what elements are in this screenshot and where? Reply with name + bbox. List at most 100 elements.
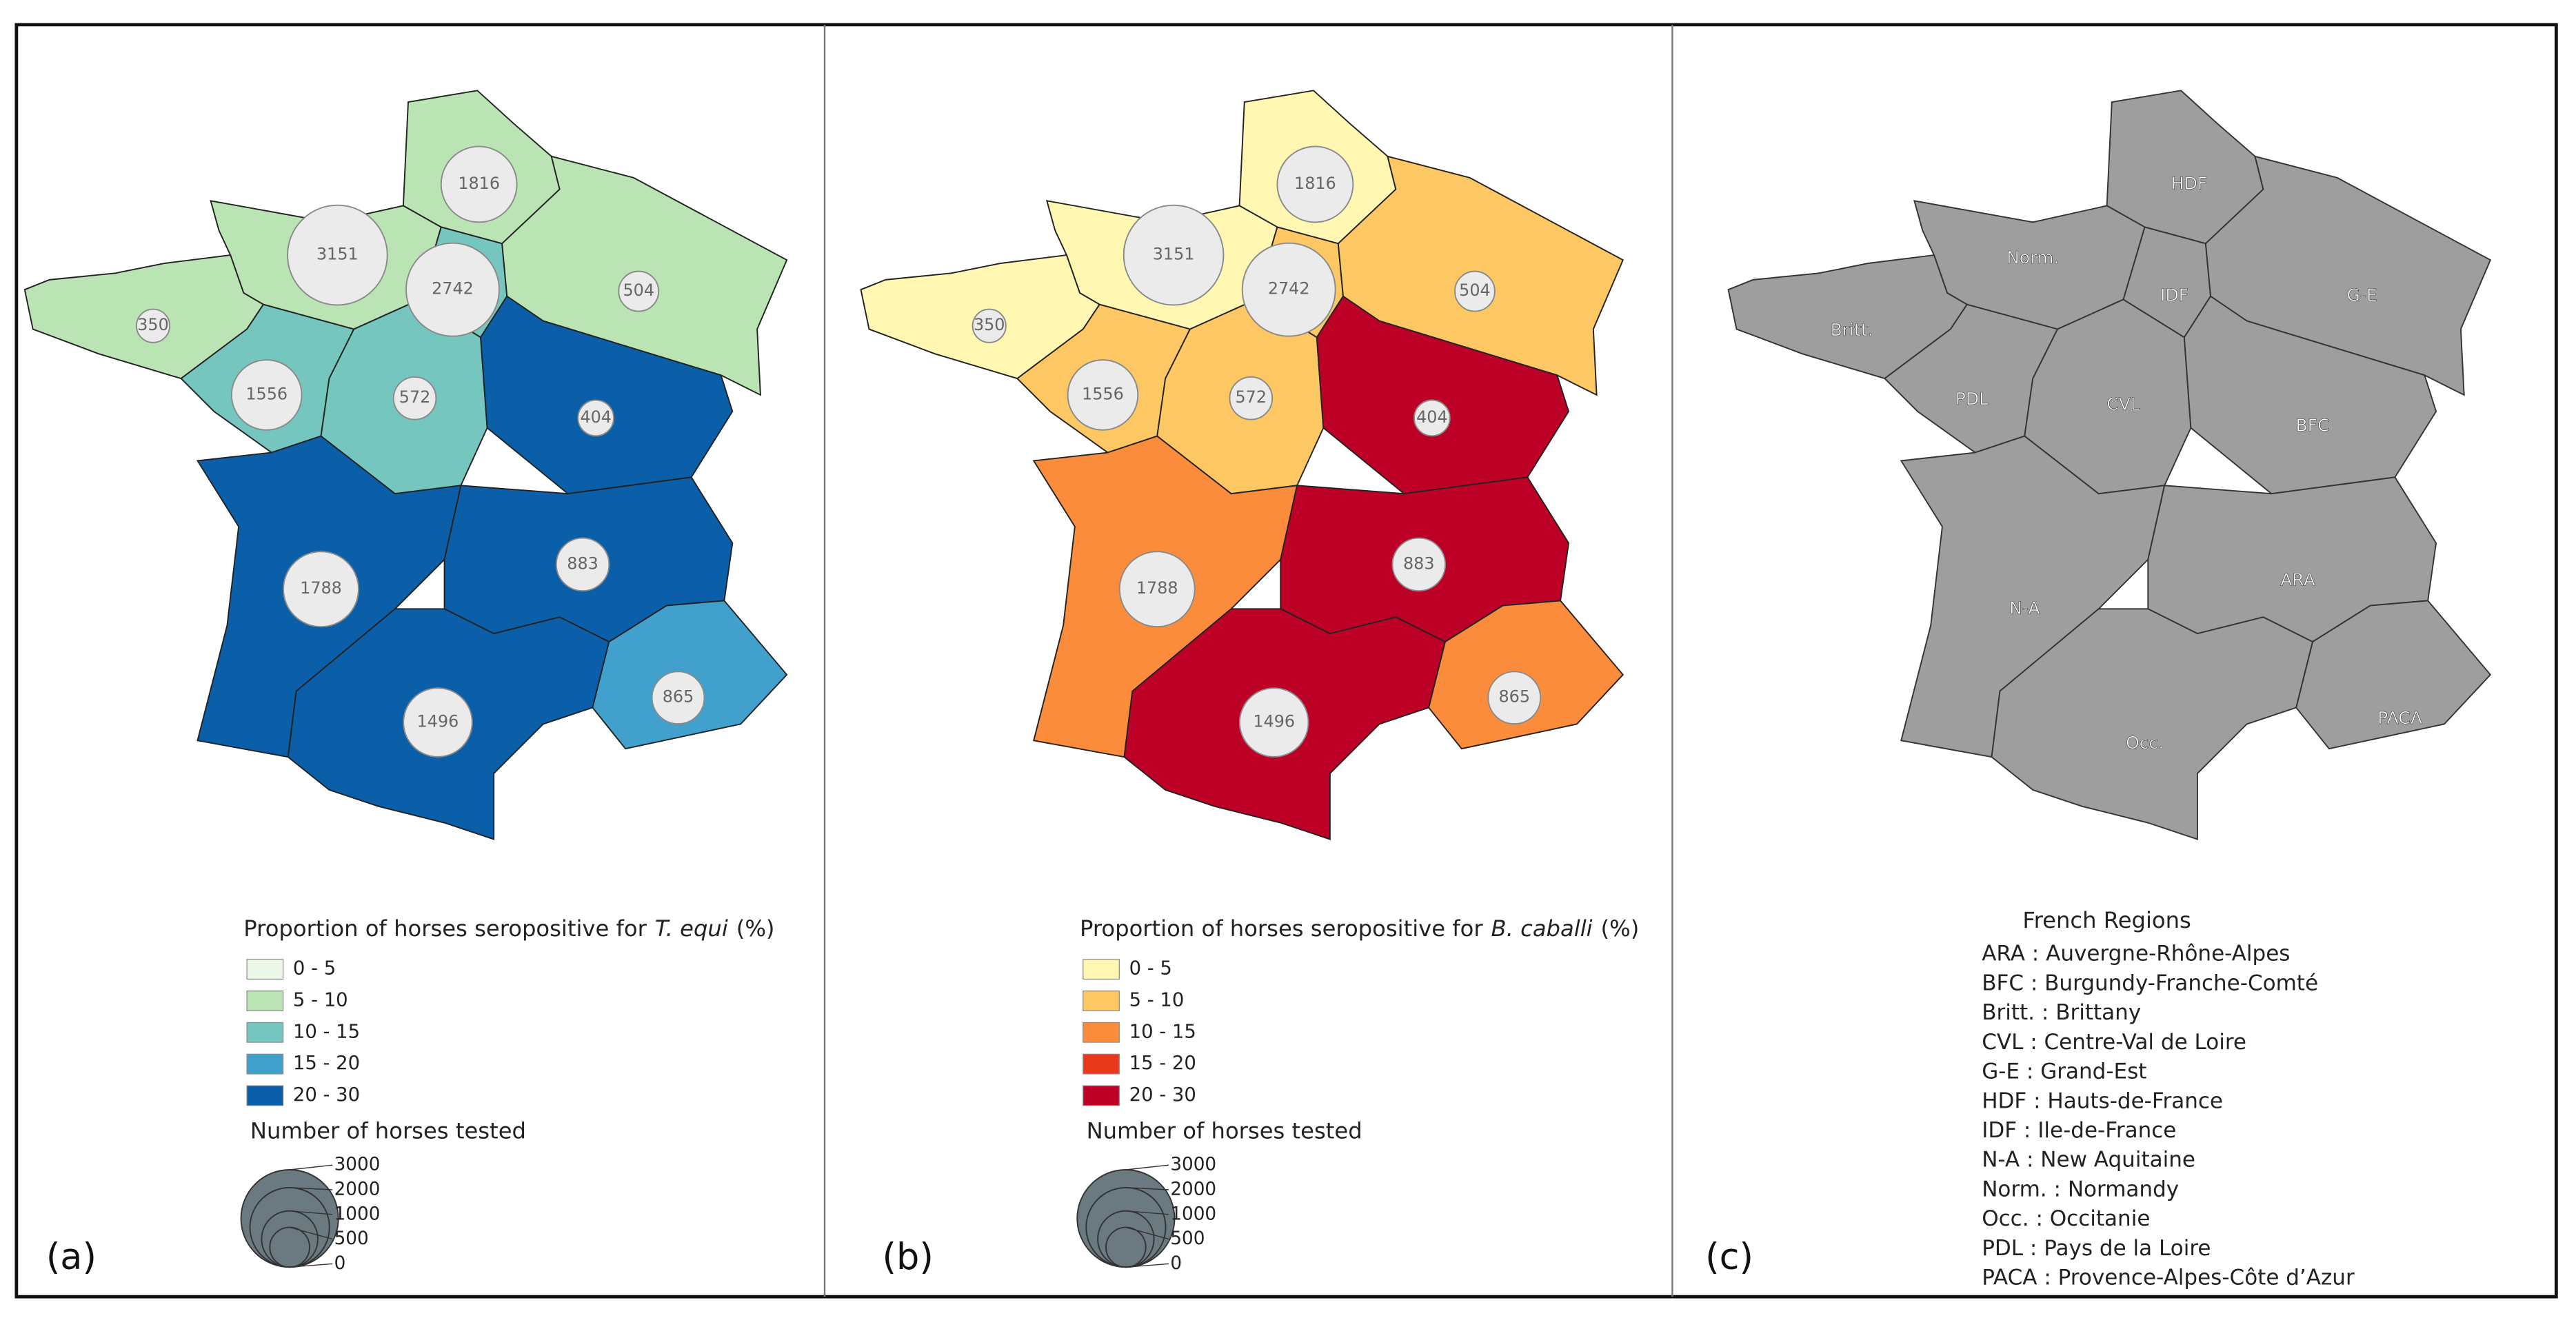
tested-label: 2742 bbox=[1268, 279, 1310, 298]
tested-bubble bbox=[403, 687, 473, 758]
legend-title-unit: (%) bbox=[736, 915, 775, 942]
tested-bubble bbox=[1118, 551, 1196, 628]
tested-label: 865 bbox=[1498, 687, 1530, 707]
legend-class-label: 10 - 15 bbox=[1129, 1021, 1196, 1042]
legend-entry: BFC : Burgundy-Franche-Comté bbox=[1982, 971, 2318, 995]
tested-label: 1788 bbox=[300, 578, 342, 598]
legend-entry: HDF : Hauts-de-France bbox=[1982, 1088, 2223, 1113]
tested-bubble bbox=[440, 145, 518, 223]
tested-bubble bbox=[230, 359, 303, 431]
tested-label: 504 bbox=[623, 281, 654, 300]
legend-entry: CVL : Centre-Val de Loire bbox=[1982, 1030, 2246, 1055]
legend-entry: N-A : New Aquitaine bbox=[1982, 1148, 2195, 1173]
legend-class-label: 5 - 10 bbox=[293, 989, 348, 1011]
tested-bubble bbox=[1391, 537, 1447, 592]
tested-label: 883 bbox=[1403, 554, 1435, 573]
tested-bubble bbox=[392, 376, 437, 420]
legend-title-unit: (%) bbox=[1601, 915, 1640, 942]
tested-label: 3151 bbox=[316, 245, 359, 264]
tested-bubble bbox=[405, 242, 500, 337]
legend-class-label: 20 - 30 bbox=[1129, 1084, 1196, 1106]
panel: 1816 3151 350 2742 504 1556 572 404 1788 883 1496 8… bbox=[860, 90, 1639, 1278]
legend-class-label: 10 - 15 bbox=[293, 1021, 360, 1042]
legend-class-label: 0 - 5 bbox=[1129, 958, 1172, 980]
region-label: Occ. bbox=[2126, 733, 2164, 753]
legend-entry: Britt. : Brittany bbox=[1982, 1000, 2141, 1025]
tested-bubble bbox=[972, 308, 1007, 343]
legend-swatch bbox=[246, 1085, 284, 1106]
panel-label: (a) bbox=[46, 1236, 97, 1278]
legend-swatch bbox=[1083, 1085, 1120, 1106]
legend-swatch bbox=[1083, 959, 1120, 980]
legend-swatch bbox=[246, 959, 284, 980]
legend-swatch bbox=[246, 1053, 284, 1075]
legend-swatch bbox=[1083, 1022, 1120, 1043]
tested-label: 350 bbox=[974, 315, 1005, 334]
size-legend-label: 500 bbox=[334, 1228, 369, 1249]
legend-title-species: B. caballi bbox=[1491, 915, 1593, 942]
size-legend-leader bbox=[1125, 1210, 1169, 1215]
legend-entry: PDL : Pays de la Loire bbox=[1982, 1236, 2211, 1261]
region-label: PACA bbox=[2377, 708, 2422, 728]
tested-label: 404 bbox=[1416, 407, 1448, 427]
region-label: Norm. bbox=[2006, 247, 2059, 267]
tested-bubble bbox=[1123, 204, 1225, 306]
tested-bubble bbox=[618, 270, 660, 312]
tested-label: 883 bbox=[567, 554, 598, 573]
tested-bubble bbox=[555, 537, 610, 592]
tested-label: 2742 bbox=[432, 279, 474, 298]
tested-label: 572 bbox=[399, 387, 431, 407]
legend-entry: ARA : Auvergne-Rhône-Alpes bbox=[1982, 942, 2290, 966]
tested-label: 350 bbox=[137, 315, 169, 334]
legend-title: Proportion of horses seropositive for B. … bbox=[1080, 915, 1639, 942]
legend-class-label: 0 - 5 bbox=[293, 958, 336, 980]
tested-label: 504 bbox=[1459, 281, 1491, 300]
legend-entry: IDF : Ile-de-France bbox=[1982, 1118, 2176, 1143]
panel: HDF Norm. Britt. IDF G-E PDL CVL BFC N-A ARA Occ. P… bbox=[1705, 90, 2492, 1290]
size-legend-leader bbox=[1125, 1263, 1169, 1268]
region-label: N-A bbox=[2009, 598, 2040, 618]
size-legend-label: 1000 bbox=[1170, 1204, 1216, 1224]
legend-class-label: 15 - 20 bbox=[293, 1053, 360, 1074]
tested-label: 1816 bbox=[458, 174, 500, 193]
size-legend-circle bbox=[240, 1169, 339, 1268]
tested-label: 865 bbox=[663, 687, 694, 707]
legend-class-label: 20 - 30 bbox=[293, 1084, 360, 1106]
tested-bubble bbox=[1067, 359, 1139, 431]
size-legend-label: 3000 bbox=[1170, 1155, 1216, 1175]
size-legend-label: 2000 bbox=[1170, 1179, 1216, 1200]
legend-title-text: Proportion of horses seropositive for bbox=[243, 915, 647, 942]
size-legend-leader bbox=[289, 1226, 333, 1240]
legend-swatch bbox=[246, 1022, 284, 1043]
panel: 1816 3151 350 2742 504 1556 572 404 1788 883 1496 8… bbox=[23, 90, 788, 1278]
size-legend-leader bbox=[290, 1164, 333, 1170]
tested-label: 1816 bbox=[1294, 174, 1336, 193]
legend-title: Proportion of horses seropositive for T. … bbox=[243, 915, 774, 942]
legend-class-label: 5 - 10 bbox=[1129, 989, 1185, 1011]
legend-entry: PACA : Provence-Alpes-Côte d’Azur bbox=[1982, 1266, 2355, 1290]
size-legend-leader bbox=[1125, 1164, 1169, 1170]
legend-title-species: T. equi bbox=[655, 915, 728, 942]
size-legend-label: 0 bbox=[1170, 1253, 1182, 1274]
tested-label: 1556 bbox=[1082, 384, 1124, 403]
tested-label: 1496 bbox=[417, 712, 459, 731]
tested-bubble bbox=[1487, 671, 1542, 725]
region-label: CVL bbox=[2106, 394, 2140, 414]
legend-entry: Norm. : Normandy bbox=[1982, 1177, 2179, 1201]
legend-class-label: 15 - 20 bbox=[1129, 1053, 1196, 1074]
region bbox=[2295, 600, 2492, 750]
region-label: IDF bbox=[2160, 285, 2188, 305]
tested-bubble bbox=[1238, 687, 1309, 758]
region-label: Britt. bbox=[1831, 320, 1873, 340]
size-legend-circle bbox=[1076, 1169, 1176, 1268]
region bbox=[1991, 608, 2314, 840]
tested-bubble bbox=[577, 399, 615, 437]
tested-bubble bbox=[1241, 242, 1336, 337]
tested-bubble bbox=[135, 308, 171, 343]
size-legend-leader bbox=[1125, 1187, 1169, 1190]
tested-bubble bbox=[283, 551, 359, 628]
tested-label: 3151 bbox=[1153, 245, 1195, 264]
region-label: PDL bbox=[1955, 389, 1989, 409]
